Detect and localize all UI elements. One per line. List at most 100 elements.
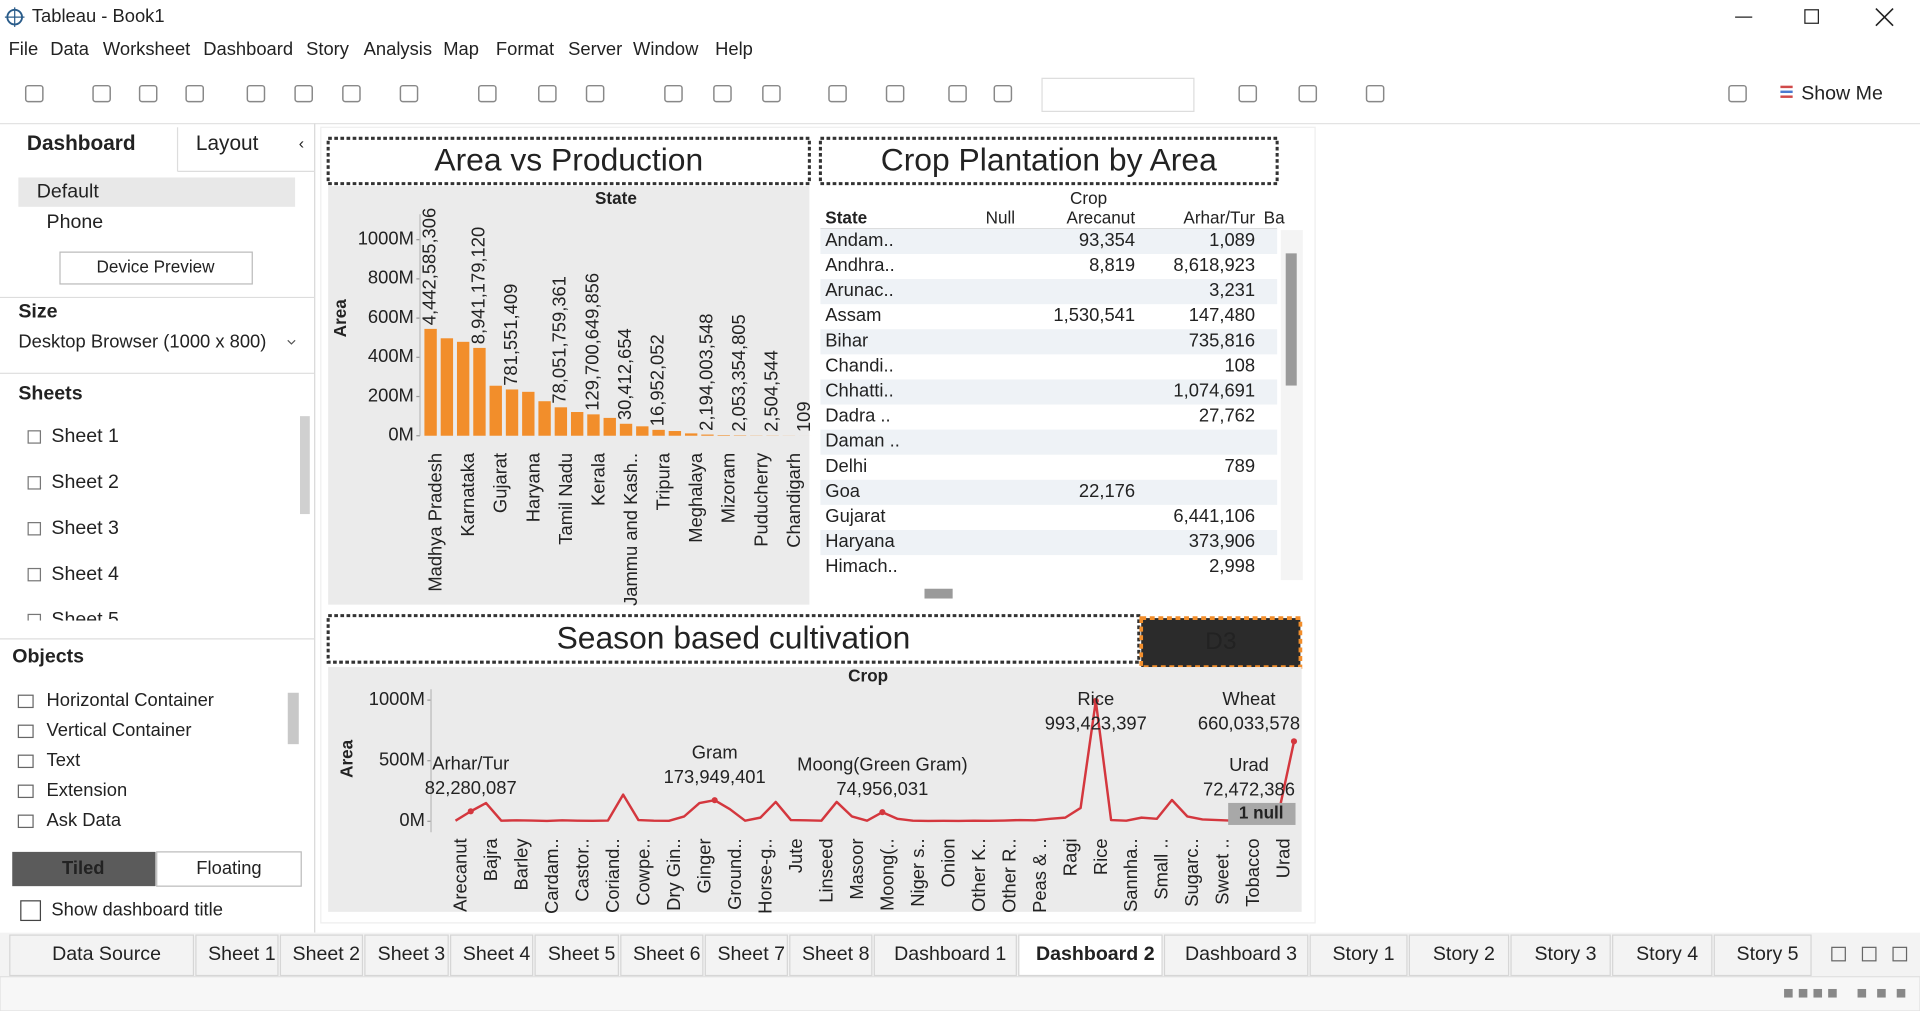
point-label: Rice — [1077, 688, 1114, 709]
x-tick-label: Dry Gin.. — [663, 838, 684, 910]
object-item[interactable]: Horizontal Container — [47, 689, 214, 710]
toolbar-icon[interactable] — [138, 84, 158, 103]
object-item[interactable]: Extension — [47, 779, 128, 800]
status-icon[interactable] — [1877, 988, 1886, 998]
menu-item[interactable]: Analysis — [364, 38, 432, 59]
menu-item[interactable]: Data — [50, 38, 90, 59]
table-cell: 735,816 — [1189, 329, 1255, 350]
toolbar-icon[interactable] — [478, 84, 497, 103]
y-tick-label: 1000M — [369, 688, 425, 709]
sheet-tab[interactable] — [195, 934, 279, 977]
sheet-tab-label: Dashboard 1 — [894, 943, 1006, 965]
sidebar-tab[interactable]: Dashboard — [27, 132, 136, 155]
status-icon[interactable] — [1784, 988, 1793, 998]
show-me-button[interactable]: Show Me — [1801, 82, 1883, 104]
device-preview-button[interactable] — [59, 251, 253, 285]
new-tab-icon[interactable] — [1861, 946, 1877, 962]
toolbar-icon[interactable] — [538, 84, 557, 103]
sheet-tab[interactable] — [1510, 934, 1611, 977]
row-band — [820, 479, 1278, 505]
object-item[interactable]: Text — [47, 749, 81, 770]
x-tick-label: Sugarc.. — [1181, 838, 1202, 906]
status-icon[interactable] — [1857, 988, 1867, 998]
close-button[interactable] — [1875, 8, 1894, 27]
menu-item[interactable]: Window — [633, 38, 699, 59]
tiled-button[interactable] — [12, 851, 156, 887]
floating-button[interactable] — [156, 851, 302, 887]
toolbar-icon[interactable] — [762, 84, 781, 103]
data-label: 74,956,031 — [836, 778, 928, 799]
toolbar-icon[interactable] — [585, 84, 605, 103]
sheet-tab[interactable] — [620, 934, 704, 977]
menu-item[interactable]: Story — [306, 38, 350, 59]
menu-item[interactable]: Help — [715, 38, 753, 59]
point — [1092, 697, 1099, 704]
sheet-tab[interactable] — [1408, 934, 1510, 977]
menu-item[interactable]: Map — [443, 38, 479, 59]
sheet-tab[interactable] — [450, 934, 534, 977]
object-item[interactable]: Vertical Container — [47, 719, 192, 740]
toolbar-icon[interactable] — [185, 84, 204, 103]
toolbar-icon[interactable] — [1728, 84, 1747, 103]
menu-item[interactable]: Server — [568, 38, 622, 59]
sheet-item[interactable]: Sheet 4 — [51, 563, 119, 585]
checkbox[interactable] — [20, 900, 42, 922]
sheet-tab[interactable] — [1612, 934, 1713, 977]
status-icon[interactable] — [1828, 988, 1837, 998]
sheet-tab-label: Sheet 4 — [463, 943, 531, 965]
device-item[interactable]: Default — [37, 180, 100, 202]
toolbar-icon[interactable] — [828, 84, 847, 103]
sheet-tab-label: Story 1 — [1332, 943, 1394, 965]
toolbar-icon[interactable] — [399, 84, 419, 103]
bar — [489, 385, 502, 436]
object-item[interactable]: Ask Data — [47, 809, 122, 830]
sheet-item[interactable]: Sheet 3 — [51, 517, 119, 539]
size-dropdown[interactable]: Desktop Browser (1000 x 800) — [18, 331, 266, 352]
menu-item[interactable]: Worksheet — [103, 38, 190, 59]
sheet-tab[interactable] — [364, 934, 449, 977]
status-icon[interactable] — [1813, 988, 1823, 998]
restore-button[interactable] — [1804, 9, 1819, 24]
sheet-tab[interactable] — [534, 934, 619, 977]
toolbar-icon[interactable] — [1365, 84, 1385, 103]
bar — [522, 391, 535, 436]
menu-item[interactable]: Format — [496, 38, 554, 59]
toolbar-icon[interactable] — [342, 84, 361, 103]
toolbar-icon[interactable] — [664, 84, 683, 103]
fit-dropdown[interactable] — [1041, 77, 1195, 112]
toolbar-icon[interactable] — [948, 84, 967, 103]
sheet-tab[interactable] — [279, 934, 364, 977]
toolbar-icon[interactable] — [92, 84, 111, 103]
sheet-tab[interactable] — [9, 934, 195, 977]
null-indicator[interactable] — [1228, 802, 1296, 825]
sheet-tab[interactable] — [1309, 934, 1408, 977]
x-tick-label: Linseed — [815, 838, 836, 902]
toolbar-icon[interactable] — [1238, 84, 1258, 103]
toolbar-icon[interactable] — [1298, 84, 1318, 103]
sheet-item[interactable]: Sheet 1 — [51, 425, 119, 447]
sheet-item[interactable]: Sheet 2 — [51, 471, 119, 493]
new-tab-icon[interactable] — [1831, 946, 1846, 962]
sheet-tab[interactable] — [1713, 934, 1812, 977]
status-icon[interactable] — [1896, 988, 1906, 998]
device-item[interactable]: Phone — [47, 211, 104, 233]
sheet-tab[interactable] — [873, 934, 1017, 977]
status-icon[interactable] — [1798, 988, 1808, 998]
sheet-tab[interactable] — [1018, 934, 1163, 977]
sidebar-tab[interactable]: Layout — [196, 132, 259, 155]
sheet-tab[interactable] — [789, 934, 873, 977]
menu-item[interactable]: File — [9, 38, 39, 59]
toolbar-icon[interactable] — [885, 84, 905, 103]
object-icon — [17, 694, 34, 709]
toolbar-icon[interactable] — [24, 84, 44, 103]
toolbar-icon[interactable] — [993, 84, 1013, 103]
table-cell: Andhra.. — [825, 254, 894, 275]
toolbar-icon[interactable] — [713, 84, 732, 103]
toolbar-icon[interactable] — [246, 84, 266, 103]
scrollbar — [1285, 253, 1297, 386]
new-tab-icon[interactable] — [1892, 946, 1908, 962]
toolbar-icon[interactable] — [294, 84, 313, 103]
menu-item[interactable]: Dashboard — [203, 38, 293, 59]
sheet-tab[interactable] — [1163, 934, 1309, 977]
sheet-tab[interactable] — [704, 934, 788, 977]
